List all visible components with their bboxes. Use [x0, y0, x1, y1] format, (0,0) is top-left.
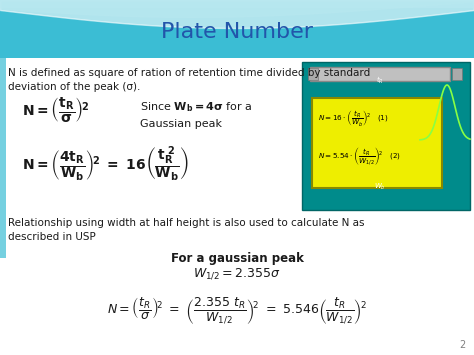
Text: $\mathbf{N = \left(\dfrac{t_R}{\sigma}\right)^{\!2}}$: $\mathbf{N = \left(\dfrac{t_R}{\sigma}\r…	[22, 95, 89, 124]
Bar	[0, 0, 474, 8]
Text: $N = 5.54 \cdot \left(\dfrac{t_R}{W_{1/2}}\right)^{\!2}$   (2): $N = 5.54 \cdot \left(\dfrac{t_R}{W_{1/2…	[318, 145, 401, 166]
Text: Relationship using width at half height is also used to calculate N as
described: Relationship using width at half height …	[8, 218, 365, 242]
Text: $t_R$: $t_R$	[376, 75, 384, 86]
Bar	[302, 62, 470, 210]
Bar	[310, 67, 450, 81]
Text: Since $\mathbf{W_b = 4\sigma}$ for a
Gaussian peak: Since $\mathbf{W_b = 4\sigma}$ for a Gau…	[140, 100, 252, 129]
Text: $N = \left(\dfrac{t_R}{\sigma}\right)^{\!2}\ =\ \left(\dfrac{2.355\ t_R}{W_{1/2}: $N = \left(\dfrac{t_R}{\sigma}\right)^{\…	[107, 296, 367, 327]
Bar	[0, 58, 6, 258]
Text: 2: 2	[460, 340, 466, 350]
Text: Plate Number: Plate Number	[161, 22, 313, 42]
Text: $W_b$: $W_b$	[374, 182, 386, 192]
Text: N is defined as square of ration of retention time divided by standard
deviation: N is defined as square of ration of rete…	[8, 68, 370, 92]
Text: $\mathbf{N = \left(\dfrac{4t_R}{W_b}\right)^{\!2}\ =\ 16\left(\dfrac{t_R^{\ 2}}{: $\mathbf{N = \left(\dfrac{4t_R}{W_b}\rig…	[22, 145, 189, 184]
Text: $W_{1/2} = 2.355\sigma$: $W_{1/2} = 2.355\sigma$	[193, 266, 281, 281]
Text: For a gaussian peak: For a gaussian peak	[171, 252, 303, 265]
Bar	[308, 68, 318, 80]
Bar	[452, 68, 462, 80]
Bar	[312, 98, 442, 188]
Text: $N = 16 \cdot \left(\dfrac{t_R}{W_b}\right)^{\!2}$   (1): $N = 16 \cdot \left(\dfrac{t_R}{W_b}\rig…	[318, 108, 389, 128]
Bar	[0, 0, 474, 58]
